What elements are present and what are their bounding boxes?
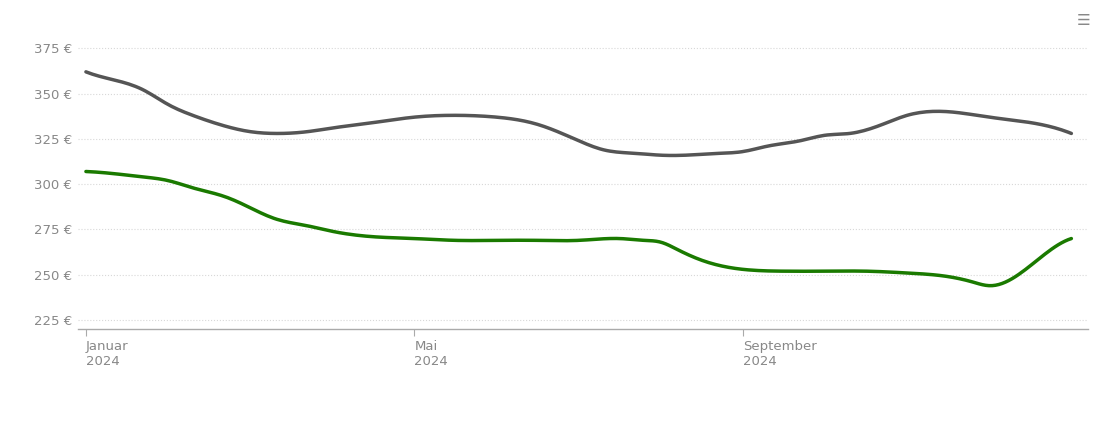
Sackware <box>686 152 699 157</box>
Sackware <box>82 70 95 76</box>
Sackware <box>1064 131 1078 136</box>
lose Ware <box>1064 236 1078 241</box>
lose Ware <box>982 283 996 288</box>
Sackware <box>976 114 989 119</box>
lose Ware <box>910 271 924 276</box>
Sackware <box>666 153 679 158</box>
Sackware <box>914 110 927 115</box>
Line: Sackware: Sackware <box>85 72 1071 155</box>
Sackware <box>669 153 683 158</box>
lose Ware <box>683 253 696 258</box>
lose Ware <box>82 169 95 174</box>
Line: lose Ware: lose Ware <box>85 171 1071 286</box>
lose Ware <box>972 281 986 287</box>
Sackware <box>663 153 676 158</box>
lose Ware <box>663 243 676 248</box>
Sackware <box>79 69 92 74</box>
lose Ware <box>666 244 679 249</box>
lose Ware <box>79 169 92 174</box>
Text: ☰: ☰ <box>1077 13 1090 28</box>
